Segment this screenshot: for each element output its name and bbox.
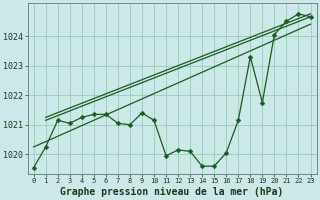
X-axis label: Graphe pression niveau de la mer (hPa): Graphe pression niveau de la mer (hPa)	[60, 186, 284, 197]
